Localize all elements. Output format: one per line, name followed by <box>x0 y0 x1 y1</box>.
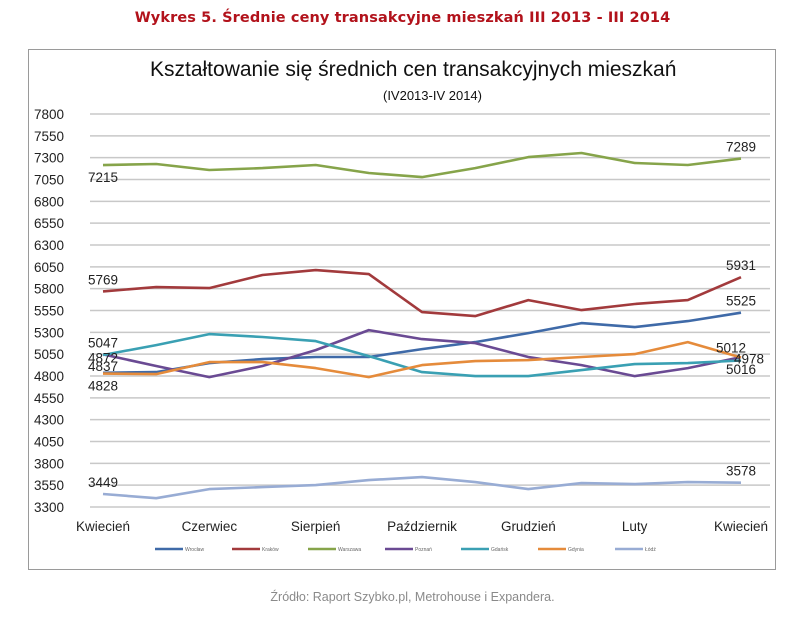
y-tick-label: 6800 <box>34 194 64 209</box>
y-tick-label: 3550 <box>34 478 64 493</box>
data-label: 4978 <box>734 351 764 366</box>
x-axis-ticks: Kwiecień Czerwiec Sierpień Październik Grudz… <box>76 519 768 534</box>
y-tick-label: 6550 <box>34 216 64 231</box>
legend-item: Warszawa <box>308 547 361 553</box>
legend-label: Gdańsk <box>491 547 509 553</box>
legend-label: Poznań <box>415 547 432 553</box>
legend-item: Łódź <box>615 547 656 553</box>
chart-title: Kształtowanie się średnich cen transakcy… <box>150 58 677 81</box>
y-tick-label: 4550 <box>34 391 64 406</box>
y-tick-label: 6050 <box>34 260 64 275</box>
data-label: 3578 <box>726 464 756 479</box>
gridlines <box>90 113 770 508</box>
data-label: 4837 <box>88 359 118 374</box>
y-tick-label: 7300 <box>34 151 64 166</box>
data-label: 5016 <box>726 362 756 377</box>
legend-label: Gdynia <box>568 547 584 553</box>
legend-label: Warszawa <box>338 547 361 553</box>
data-label: 5931 <box>726 258 756 273</box>
series-line-gdańsk <box>102 332 742 378</box>
legend-label: Wrocław <box>185 547 204 553</box>
y-tick-label: 5550 <box>34 304 64 319</box>
data-label: 7215 <box>88 170 118 185</box>
legend-item: Wrocław <box>155 547 204 553</box>
y-tick-label: 7050 <box>34 173 64 188</box>
y-tick-label: 6300 <box>34 238 64 253</box>
source-note: Źródło: Raport Szybko.pl, Metrohouse i E… <box>270 590 555 604</box>
data-label: 5047 <box>88 335 118 350</box>
y-tick-label: 3800 <box>34 456 64 471</box>
series-line-gdynia <box>102 340 742 379</box>
y-tick-label: 4050 <box>34 435 64 450</box>
x-tick-label: Kwiecień <box>76 519 130 534</box>
y-tick-label: 5050 <box>34 347 64 362</box>
series-line-łódź <box>102 475 742 500</box>
data-label: 5769 <box>88 272 118 287</box>
x-tick-label: Sierpień <box>291 519 341 534</box>
legend-label: Kraków <box>262 547 279 553</box>
data-label: 4872 <box>88 351 118 366</box>
x-tick-label: Październik <box>387 519 457 534</box>
y-axis-ticks: 7800 7550 7300 7050 6800 6550 6300 6050 5800 5550… <box>34 107 64 515</box>
y-tick-label: 7550 <box>34 129 64 144</box>
y-tick-label: 4800 <box>34 369 64 384</box>
legend-item: Gdańsk <box>461 547 509 553</box>
legend-item: Kraków <box>232 547 279 553</box>
data-label: 7289 <box>726 140 756 155</box>
y-tick-label: 5300 <box>34 325 64 340</box>
y-tick-label: 3300 <box>34 500 64 515</box>
data-label: 5012 <box>716 340 746 355</box>
legend-item: Gdynia <box>538 547 584 553</box>
data-label: 5525 <box>726 294 756 309</box>
y-tick-label: 4300 <box>34 413 64 428</box>
data-label: 4828 <box>88 379 118 394</box>
y-tick-label: 7800 <box>34 107 64 122</box>
figure-caption: Wykres 5. Średnie ceny transakcyjne mies… <box>134 10 671 26</box>
x-tick-label: Luty <box>622 519 648 534</box>
series-line-poznań <box>102 328 742 379</box>
series-lines <box>102 151 742 500</box>
x-tick-label: Kwiecień <box>714 519 768 534</box>
data-label: 3449 <box>88 475 118 490</box>
legend-label: Łódź <box>645 547 656 553</box>
chart-frame <box>28 49 776 570</box>
legend: Wrocław Kraków Warszawa Poznań Gdańsk Gdynia Ł… <box>155 547 656 553</box>
y-tick-label: 5800 <box>34 282 64 297</box>
legend-item: Poznań <box>385 547 432 553</box>
series-line-warszawa <box>102 151 742 179</box>
chart-subtitle: (IV2013-IV 2014) <box>382 88 482 103</box>
x-tick-label: Czerwiec <box>182 519 238 534</box>
series-line-kraków <box>102 268 742 318</box>
x-tick-label: Grudzień <box>501 519 556 534</box>
